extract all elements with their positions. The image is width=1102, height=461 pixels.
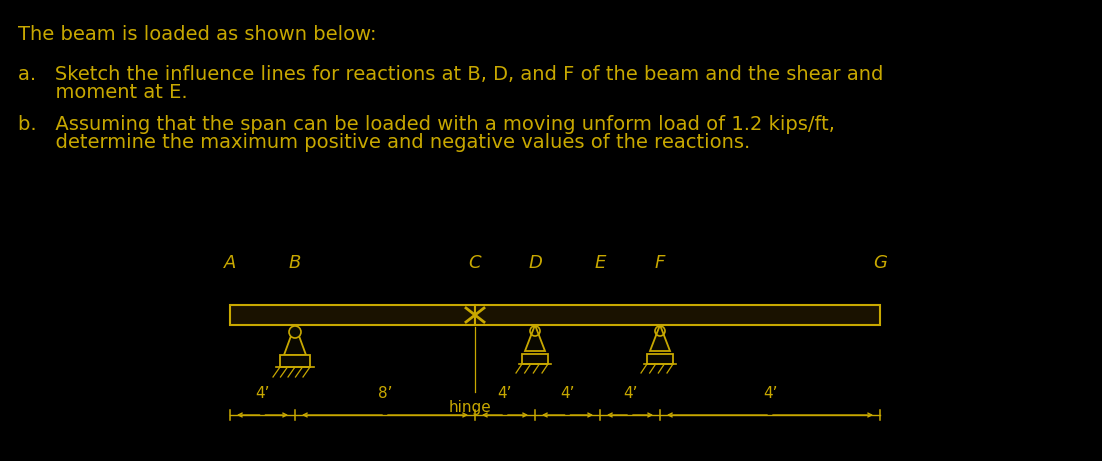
Text: 4’: 4’	[256, 386, 270, 401]
Text: 4’: 4’	[560, 386, 575, 401]
Circle shape	[289, 326, 301, 338]
Text: 4’: 4’	[623, 386, 637, 401]
Text: C: C	[468, 254, 482, 272]
Text: B: B	[289, 254, 301, 272]
Text: 4’: 4’	[498, 386, 512, 401]
Polygon shape	[284, 325, 306, 355]
Text: A: A	[224, 254, 236, 272]
Text: determine the maximum positive and negative values of the reactions.: determine the maximum positive and negat…	[18, 133, 750, 152]
Text: a.   Sketch the influence lines for reactions at B, D, and F of the beam and the: a. Sketch the influence lines for reacti…	[18, 65, 884, 84]
Bar	[230, 305, 475, 325]
Text: G: G	[873, 254, 887, 272]
Text: 4’: 4’	[763, 386, 777, 401]
Bar	[280, 355, 310, 367]
Text: hinge: hinge	[449, 400, 491, 415]
Polygon shape	[525, 325, 545, 351]
Polygon shape	[650, 325, 670, 351]
Text: b.   Assuming that the span can be loaded with a moving unform load of 1.2 kips/: b. Assuming that the span can be loaded …	[18, 115, 835, 134]
Bar	[475, 305, 880, 325]
Text: E: E	[594, 254, 606, 272]
Text: D: D	[528, 254, 542, 272]
Text: The beam is loaded as shown below:: The beam is loaded as shown below:	[18, 25, 377, 44]
Bar	[647, 354, 673, 364]
Text: 8’: 8’	[378, 386, 392, 401]
Text: F: F	[655, 254, 666, 272]
Text: moment at E.: moment at E.	[18, 83, 187, 102]
Bar	[522, 354, 548, 364]
